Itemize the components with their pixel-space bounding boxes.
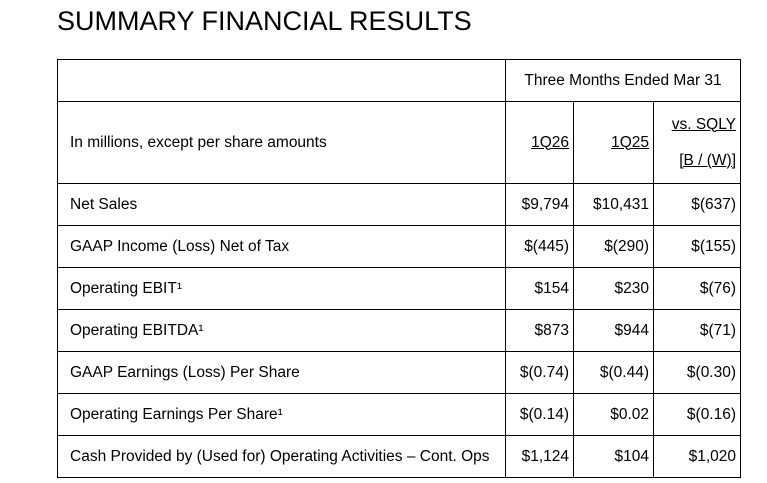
row-label: Operating EBIT¹ <box>57 267 506 310</box>
current-value: $(445) <box>505 225 574 268</box>
vs-value: $(637) <box>652 183 742 226</box>
summary-financial-table: Three Months Ended Mar 31 In millions, e… <box>57 59 742 478</box>
page-title: SUMMARY FINANCIAL RESULTS <box>57 6 472 36</box>
row-header-label: In millions, except per share amounts <box>57 101 506 184</box>
table-row: GAAP Earnings (Loss) Per Share $(0.74) $… <box>57 351 742 394</box>
current-value: $9,794 <box>505 183 574 226</box>
prior-value: $10,431 <box>573 183 654 226</box>
vs-value: $1,020 <box>652 435 742 478</box>
current-value: $873 <box>505 309 574 352</box>
vs-value: $(76) <box>652 267 742 310</box>
table-row: Operating Earnings Per Share¹ $(0.14) $0… <box>57 393 742 436</box>
row-label: Net Sales <box>57 183 506 226</box>
col-vs-line1: vs. SQLY <box>671 115 737 133</box>
col-current-label: 1Q26 <box>531 133 569 151</box>
table-row: Operating EBIT¹ $154 $230 $(76) <box>57 267 742 310</box>
vs-value: $(0.16) <box>652 393 742 436</box>
row-label: Operating EBITDA¹ <box>57 309 506 352</box>
current-value: $(0.14) <box>505 393 574 436</box>
current-value: $1,124 <box>505 435 574 478</box>
col-prior-label: 1Q25 <box>611 133 649 151</box>
row-label: GAAP Income (Loss) Net of Tax <box>57 225 506 268</box>
vs-value: $(155) <box>652 225 742 268</box>
row-label: GAAP Earnings (Loss) Per Share <box>57 351 506 394</box>
current-value: $154 <box>505 267 574 310</box>
col-header-vs: vs. SQLY [B / (W)] <box>652 101 742 184</box>
row-label: Cash Provided by (Used for) Operating Ac… <box>57 435 506 478</box>
period-header: Three Months Ended Mar 31 <box>504 59 742 102</box>
empty-header-cell <box>57 59 506 102</box>
prior-value: $104 <box>573 435 654 478</box>
table-row: Net Sales $9,794 $10,431 $(637) <box>57 183 742 226</box>
col-vs-line2: [B / (W)] <box>679 151 737 169</box>
col-header-prior: 1Q25 <box>573 101 654 184</box>
period-header-row: Three Months Ended Mar 31 <box>57 59 742 102</box>
prior-value: $(0.44) <box>573 351 654 394</box>
col-header-current: 1Q26 <box>505 101 574 184</box>
column-header-row: In millions, except per share amounts 1Q… <box>57 101 742 184</box>
table-row: GAAP Income (Loss) Net of Tax $(445) $(2… <box>57 225 742 268</box>
table-row: Cash Provided by (Used for) Operating Ac… <box>57 435 742 478</box>
table-row: Operating EBITDA¹ $873 $944 $(71) <box>57 309 742 352</box>
vs-value: $(71) <box>652 309 742 352</box>
prior-value: $(290) <box>573 225 654 268</box>
row-label: Operating Earnings Per Share¹ <box>57 393 506 436</box>
prior-value: $0.02 <box>573 393 654 436</box>
prior-value: $230 <box>573 267 654 310</box>
current-value: $(0.74) <box>505 351 574 394</box>
prior-value: $944 <box>573 309 654 352</box>
vs-value: $(0.30) <box>652 351 742 394</box>
